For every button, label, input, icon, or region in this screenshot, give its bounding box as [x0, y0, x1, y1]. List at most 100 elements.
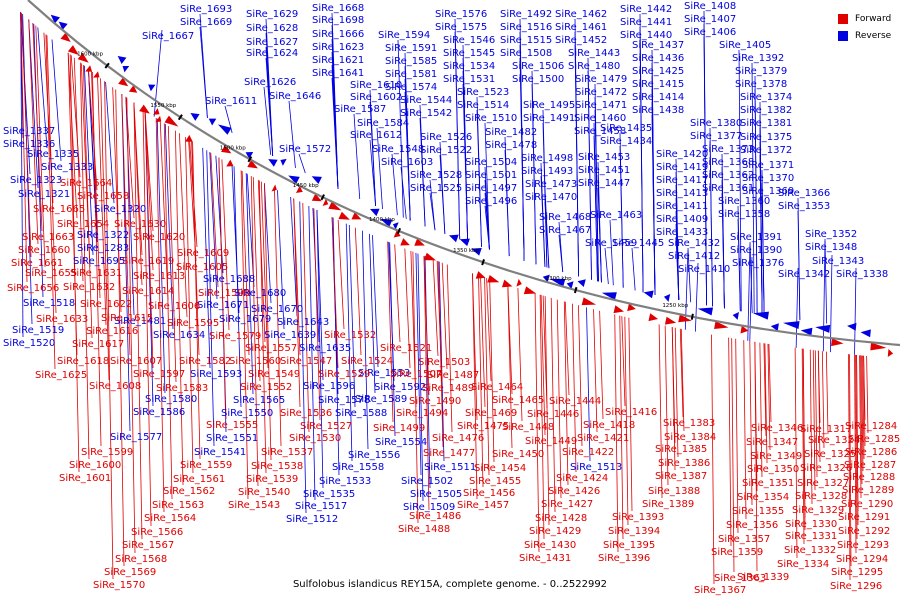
gene-label: SiRe_1459: [585, 238, 637, 249]
gene-label: SiRe_1420: [656, 149, 708, 160]
gene-label: SiRe_1523: [457, 87, 509, 98]
gene-leader-line: [369, 233, 376, 394]
gene-label: SiRe_1454: [474, 463, 526, 474]
gene-leader-line: [749, 341, 753, 506]
gene-label: SiRe_1351: [742, 478, 794, 489]
gene-label: SiRe_1436: [632, 53, 684, 64]
forward-gene-arrow: [831, 338, 844, 347]
reverse-gene-arrow: [860, 329, 871, 338]
reverse-gene-arrow: [459, 238, 470, 247]
gene-label: SiRe_1328: [795, 491, 847, 502]
gene-leader-line: [540, 294, 546, 436]
gene-label: SiRe_1572: [279, 144, 331, 155]
reverse-gene-arrow: [50, 14, 61, 24]
gene-leader-line: [664, 325, 669, 486]
scale-tick: [104, 62, 110, 69]
gene-label: SiRe_1339: [737, 572, 789, 583]
gene-leader-line: [437, 261, 444, 448]
gene-label: SiRe_1510: [465, 113, 517, 124]
gene-leader-line: [486, 278, 492, 382]
gene-label: SiRe_1349: [750, 451, 802, 462]
gene-label: SiRe_1635: [299, 343, 351, 354]
gene-label: SiRe_1579: [209, 331, 261, 342]
gene-label: SiRe_1515: [500, 35, 552, 46]
gene-leader-line: [91, 71, 101, 299]
gene-label: SiRe_1533: [319, 476, 371, 487]
gene-label: SiRe_1654: [57, 219, 109, 230]
gene-leader-line: [348, 224, 356, 408]
forward-gene-arrow: [155, 115, 162, 123]
reverse-gene-arrow: [601, 292, 617, 301]
gene-label: SiRe_1329: [792, 505, 844, 516]
gene-label: SiRe_1458: [574, 126, 626, 137]
gene-label: SiRe_1559: [180, 460, 232, 471]
gene-leader-line: [593, 309, 598, 433]
gene-leader-line: [353, 113, 361, 200]
scale-tick: [573, 286, 578, 294]
gene-label: SiRe_1593: [190, 369, 242, 380]
gene-leader-line: [619, 315, 624, 540]
gene-label: SiRe_1667: [142, 31, 194, 42]
gene-label: SiRe_1622: [80, 299, 132, 310]
gene-label: SiRe_1352: [805, 229, 857, 240]
gene-leader-line: [67, 52, 78, 219]
gene-label: SiRe_1482: [485, 127, 537, 138]
reverse-gene-arrow: [732, 311, 739, 320]
reverse-gene-arrow: [800, 327, 813, 336]
gene-leader-line: [79, 62, 90, 460]
gene-label: SiRe_1457: [457, 500, 509, 511]
gene-label: SiRe_1503: [418, 357, 470, 368]
gene-leader-line: [257, 179, 266, 343]
gene-label: SiRe_1494: [396, 408, 448, 419]
gene-leader-line: [397, 39, 404, 218]
gene-label: SiRe_1389: [642, 499, 694, 510]
gene-label: SiRe_1495: [523, 100, 575, 111]
gene-label: SiRe_1445: [612, 238, 664, 249]
gene-leader-line: [540, 175, 546, 267]
gene-leader-line: [614, 314, 619, 553]
gene-leader-line: [20, 12, 24, 338]
gene-leader-line: [209, 152, 218, 300]
gene-label: SiRe_1414: [632, 92, 684, 103]
gene-label: SiRe_1409: [656, 214, 708, 225]
gene-label: SiRe_1543: [228, 500, 280, 511]
gene-leader-line: [476, 109, 482, 247]
gene-leader-line: [298, 153, 306, 174]
gene-label: SiRe_1599: [81, 447, 133, 458]
gene-label: SiRe_1347: [746, 437, 798, 448]
scale-tick-label: 1250 kbp: [662, 303, 688, 309]
gene-leader-line: [252, 177, 261, 382]
forward-gene-arrow: [139, 104, 150, 114]
gene-label: SiRe_1492: [500, 9, 552, 20]
gene-label: SiRe_1477: [423, 448, 475, 459]
gene-label: SiRe_1378: [735, 79, 787, 90]
legend-reverse-label: Reverse: [855, 30, 892, 41]
gene-leader-line: [299, 201, 307, 514]
gene-leader-line: [737, 218, 741, 312]
gene-label: SiRe_1628: [246, 23, 298, 34]
gene-leader-line: [597, 187, 602, 283]
gene-leader-line: [35, 25, 46, 268]
gene-leader-line: [21, 13, 32, 258]
gene-label: SiRe_1619: [122, 256, 174, 267]
gene-label: SiRe_1324: [808, 435, 860, 446]
gene-leader-line: [37, 27, 48, 149]
gene-label: SiRe_1285: [848, 434, 900, 445]
gene-label: SiRe_1289: [842, 485, 894, 496]
gene-label: SiRe_1505: [410, 489, 462, 500]
reverse-gene-arrow: [782, 321, 800, 329]
gene-label: SiRe_1502: [401, 476, 453, 487]
gene-label: SiRe_1451: [578, 165, 630, 176]
gene-label: SiRe_1346: [751, 423, 803, 434]
reverse-gene-arrow: [566, 281, 574, 289]
gene-arrows: [50, 14, 894, 357]
gene-label: SiRe_1419: [656, 162, 708, 173]
gene-label: SiRe_1369: [742, 186, 794, 197]
forward-gene-arrow: [627, 303, 636, 312]
gene-label: SiRe_1287: [844, 460, 896, 471]
gene-leader-line: [45, 34, 56, 370]
scale-tick-label: 1450 kbp: [293, 183, 319, 189]
gene-label: SiRe_1668: [312, 3, 364, 14]
gene-label: SiRe_1670: [251, 304, 303, 315]
gene-label: SiRe_1432: [668, 238, 720, 249]
